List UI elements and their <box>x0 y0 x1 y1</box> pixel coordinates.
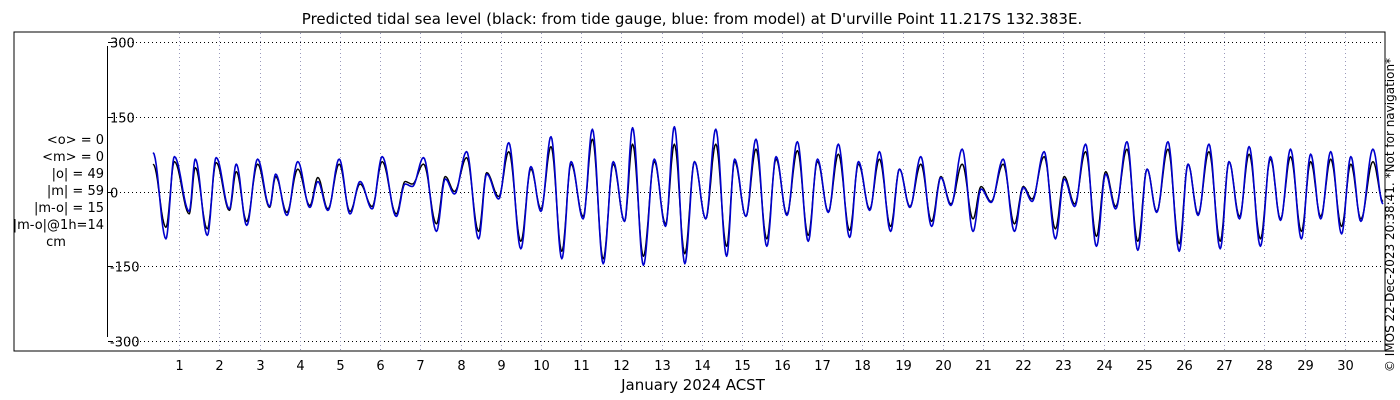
x-tick-label: 9 <box>497 359 505 374</box>
stat-abs-model: |m| = 59 <box>46 184 104 199</box>
x-tick-label: 2 <box>215 359 223 374</box>
x-tick-label: 22 <box>1015 359 1032 374</box>
x-tick-label: 13 <box>654 359 671 374</box>
x-tick-label: 21 <box>975 359 992 374</box>
series-model-line <box>152 125 1384 267</box>
stat-mean-model: <m> = 0 <box>42 150 104 165</box>
x-tick-label: 11 <box>573 359 590 374</box>
x-tick-label: 25 <box>1136 359 1153 374</box>
chart-title: Predicted tidal sea level (black: from t… <box>302 10 1082 28</box>
stat-abs-obs: |o| = 49 <box>51 167 104 182</box>
x-tick-label: 8 <box>457 359 465 374</box>
x-tick-label: 7 <box>416 359 424 374</box>
watermark: © IMOS 22-Dec-2023 20:38:41. *Not for na… <box>1383 58 1397 372</box>
x-tick-label: 24 <box>1096 359 1113 374</box>
x-tick-label: 27 <box>1216 359 1233 374</box>
x-tick-label: 20 <box>935 359 952 374</box>
y-tick-label: 0 <box>110 187 118 202</box>
stat-abs-diff-1h: |m-o|@1h=14 <box>12 218 104 233</box>
y-axis: 300 150 0 -150 -300 <box>108 37 140 351</box>
stat-unit: cm <box>46 235 66 250</box>
x-tick-label: 4 <box>296 359 304 374</box>
y-tick-label: 150 <box>110 112 135 127</box>
stats-panel: <o> = 0 <m> = 0 |o| = 49 |m| = 59 |m-o| … <box>8 132 104 251</box>
x-tick-label: 26 <box>1176 359 1193 374</box>
stat-abs-diff: |m-o| = 15 <box>33 201 104 216</box>
x-tick-label: 28 <box>1256 359 1273 374</box>
x-tick-label: 19 <box>895 359 912 374</box>
x-tick-label: 3 <box>256 359 264 374</box>
x-axis: 1 2 3 4 5 6 7 8 9 10 11 12 13 14 15 16 17 18 19 20 21 22 23 24 2… <box>175 359 1353 374</box>
y-tick-label: -300 <box>110 336 140 351</box>
x-tick-label: 1 <box>175 359 183 374</box>
grid <box>108 33 1384 350</box>
y-tick-label: 300 <box>110 37 135 52</box>
x-tick-label: 18 <box>854 359 871 374</box>
x-tick-label: 10 <box>533 359 550 374</box>
x-tick-label: 29 <box>1297 359 1314 374</box>
x-tick-label: 14 <box>694 359 711 374</box>
y-tick-label: -150 <box>110 261 140 276</box>
x-axis-label: January 2024 ACST <box>620 376 766 394</box>
x-tick-label: 17 <box>814 359 831 374</box>
x-tick-label: 6 <box>376 359 384 374</box>
x-tick-label: 16 <box>774 359 791 374</box>
x-tick-label: 12 <box>613 359 630 374</box>
x-tick-label: 15 <box>734 359 751 374</box>
x-tick-label: 5 <box>336 359 344 374</box>
stat-mean-obs: <o> = 0 <box>46 133 104 148</box>
x-tick-label: 23 <box>1055 359 1072 374</box>
x-tick-label: 30 <box>1337 359 1354 374</box>
series-group <box>152 125 1384 267</box>
